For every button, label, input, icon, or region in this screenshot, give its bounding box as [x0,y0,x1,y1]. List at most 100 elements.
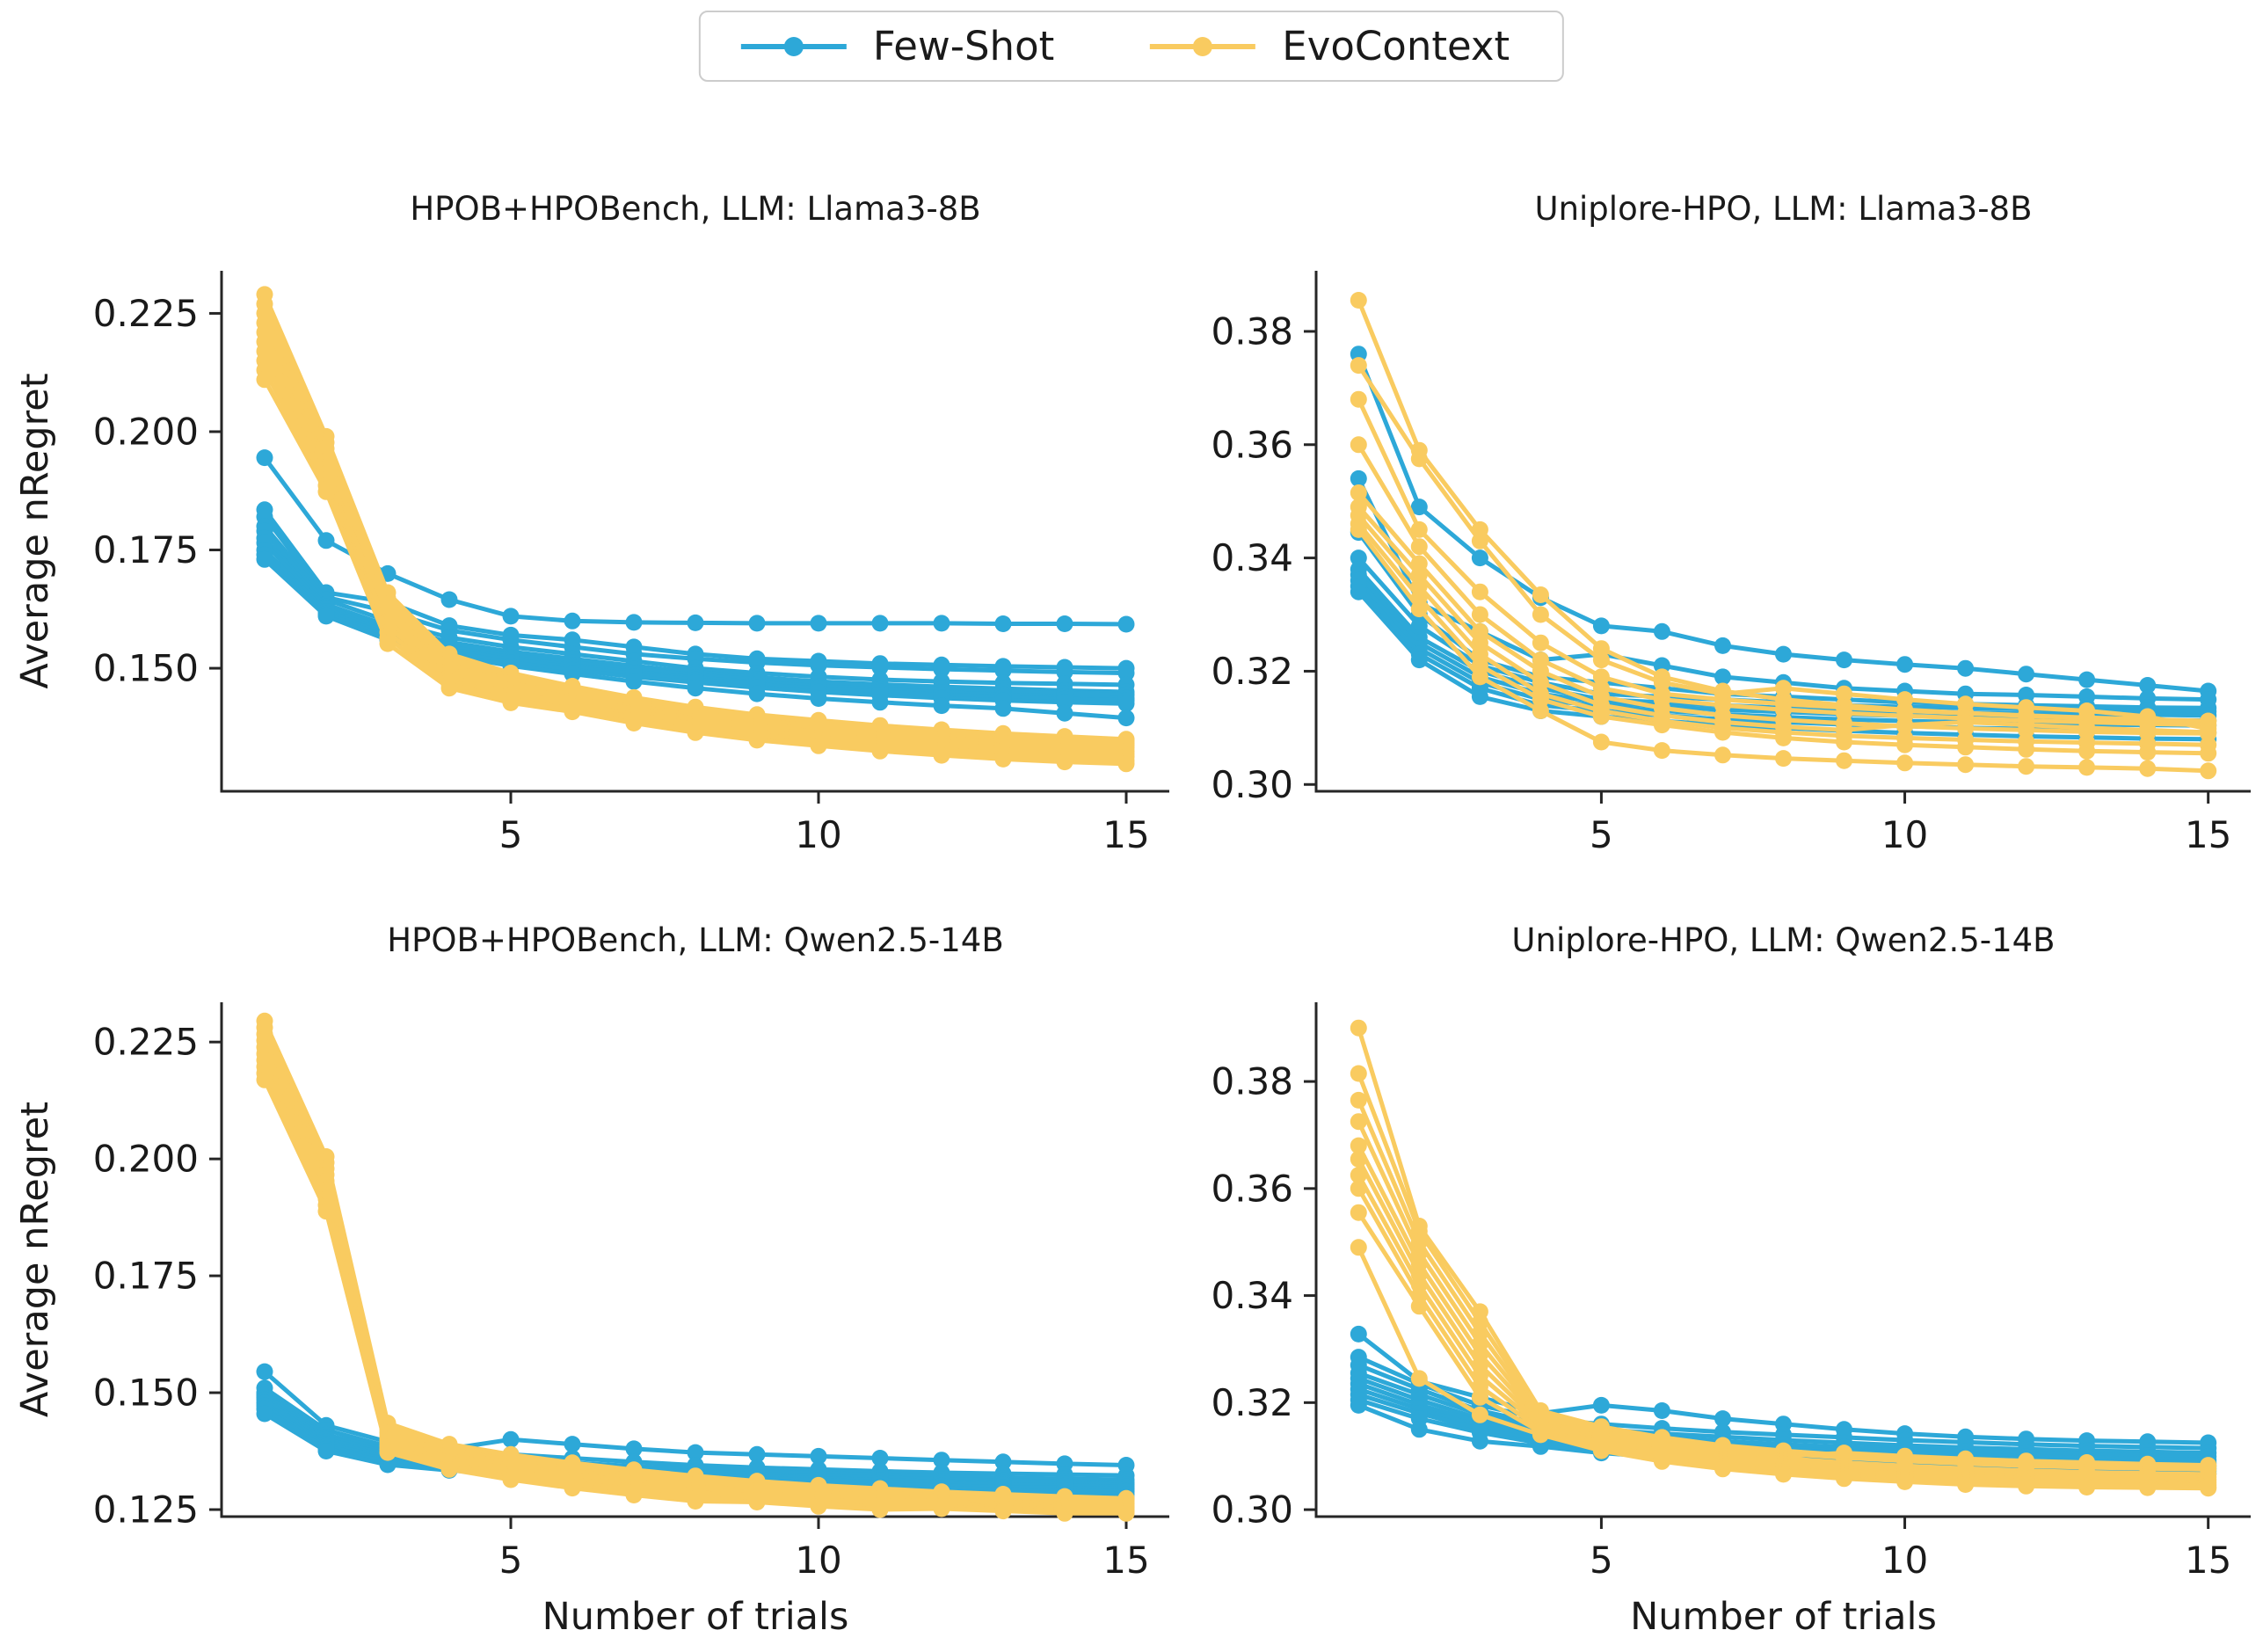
data-point-marker [871,694,889,711]
subplot-title: Uniplore-HPO, LLM: Llama3-8B [1535,190,2033,228]
x-axis: 5 10 15 [499,1517,1150,1582]
data-point-marker [748,685,766,702]
data-point-marker [1957,713,1975,731]
axes-spines [220,1002,1169,1518]
data-point-marker [1714,1460,1731,1478]
y-axis: 0.30 0.32 0.34 0.36 0.38 [1211,1060,1316,1532]
data-point-marker [1532,1426,1549,1444]
data-point-marker [1350,1019,1367,1037]
data-point-marker [810,657,827,674]
data-point-marker [1836,685,1852,702]
data-point-marker [2078,742,2096,760]
data-point-marker [625,614,643,631]
y-tick-label: 0.38 [1211,1060,1293,1103]
data-point-marker [1056,753,1073,771]
data-point-marker [871,1501,889,1518]
y-tick-label: 0.225 [93,1021,199,1064]
data-point-marker [1350,1396,1367,1414]
data-point-marker [2200,762,2217,780]
data-point-marker [1957,739,1975,756]
data-point-marker [748,731,766,749]
data-point-marker [440,591,458,608]
data-point-marker [1836,752,1852,769]
x-tick-label: 15 [2185,1539,2231,1582]
data-point-marker [1471,549,1488,567]
data-point-marker [871,1450,889,1466]
subplot-bottom-right: Uniplore-HPO, LLM: Qwen2.5-14B0.300.320.… [1211,921,2251,1639]
data-point-marker [1117,695,1135,712]
data-point-marker [1350,357,1367,375]
data-point-marker [1471,688,1488,705]
data-point-marker [1592,1396,1610,1414]
data-point-marker [1775,750,1792,768]
data-point-marker [1056,615,1073,632]
data-point-marker [1350,1180,1367,1197]
data-point-marker [564,703,581,721]
data-point-marker [1714,746,1731,764]
data-point-marker [1775,645,1792,663]
data-point-marker [1117,615,1135,633]
data-point-marker [2018,758,2035,775]
data-point-marker [994,1453,1012,1471]
data-point-marker [1653,742,1670,760]
x-tick-label: 10 [1881,1539,1928,1582]
data-point-marker [1350,1091,1367,1109]
x-axis-label: Number of trials [1630,1595,1937,1639]
y-tick-label: 0.30 [1211,1488,1293,1532]
data-point-marker [1957,659,1975,677]
data-point-marker [2018,1477,2035,1495]
data-point-marker [2200,724,2217,741]
data-point-marker [2139,1479,2157,1496]
data-point-marker [1471,606,1488,623]
data-point-marker [1714,637,1731,654]
data-point-marker [994,662,1012,680]
data-point-marker [2078,1479,2096,1496]
data-point-marker [1117,1504,1135,1522]
x-tick-label: 15 [1102,1539,1149,1582]
y-tick-label: 0.30 [1211,763,1293,806]
y-tick-label: 0.32 [1211,650,1293,693]
data-point-marker [687,1493,704,1510]
legend-label-evocontext: EvoContext [1282,23,1510,69]
data-point-marker [1350,484,1367,501]
x-axis: 5 10 15 [1590,1517,2231,1582]
data-point-marker [1117,755,1135,773]
data-point-marker [440,680,458,697]
y-axis-label: Average nRegret [13,373,57,688]
data-point-marker [687,724,704,741]
legend-item-evocontext: EvoContext [1146,26,1510,66]
data-point-marker [502,694,520,711]
series-evocontext [1350,1019,2217,1497]
data-point-marker [1410,1421,1428,1438]
data-point-marker [1896,736,1914,753]
data-point-marker [1532,1437,1549,1455]
x-tick-label: 15 [2185,813,2231,856]
data-point-marker [502,1471,520,1488]
data-point-marker [1056,663,1073,680]
x-tick-label: 10 [795,1539,841,1582]
x-tick-label: 10 [795,813,841,856]
data-point-marker [1471,1432,1488,1450]
data-point-marker [317,1443,335,1459]
y-tick-label: 0.38 [1211,309,1293,353]
data-point-marker [1350,1204,1367,1221]
data-point-marker [871,615,889,632]
subplot-top-right: Uniplore-HPO, LLM: Llama3-8B 0.30 0.32 0.34… [1211,190,2251,856]
data-point-marker [2078,671,2096,688]
data-point-marker [1471,532,1488,549]
data-point-marker [1532,606,1549,623]
data-point-marker [1714,724,1731,741]
data-point-marker [1410,450,1428,468]
data-point-marker [1532,702,1549,719]
data-point-marker [379,1456,397,1474]
data-point-marker [317,1203,335,1220]
y-tick-label: 0.36 [1211,423,1293,466]
y-axis: 0.30 0.32 0.34 0.36 0.38 [1211,309,1316,806]
data-point-marker [1350,469,1367,487]
data-point-marker [1836,651,1852,669]
data-point-marker [502,608,520,625]
y-tick-label: 0.34 [1211,536,1293,579]
data-point-marker [2200,745,2217,762]
data-point-marker [994,700,1012,717]
